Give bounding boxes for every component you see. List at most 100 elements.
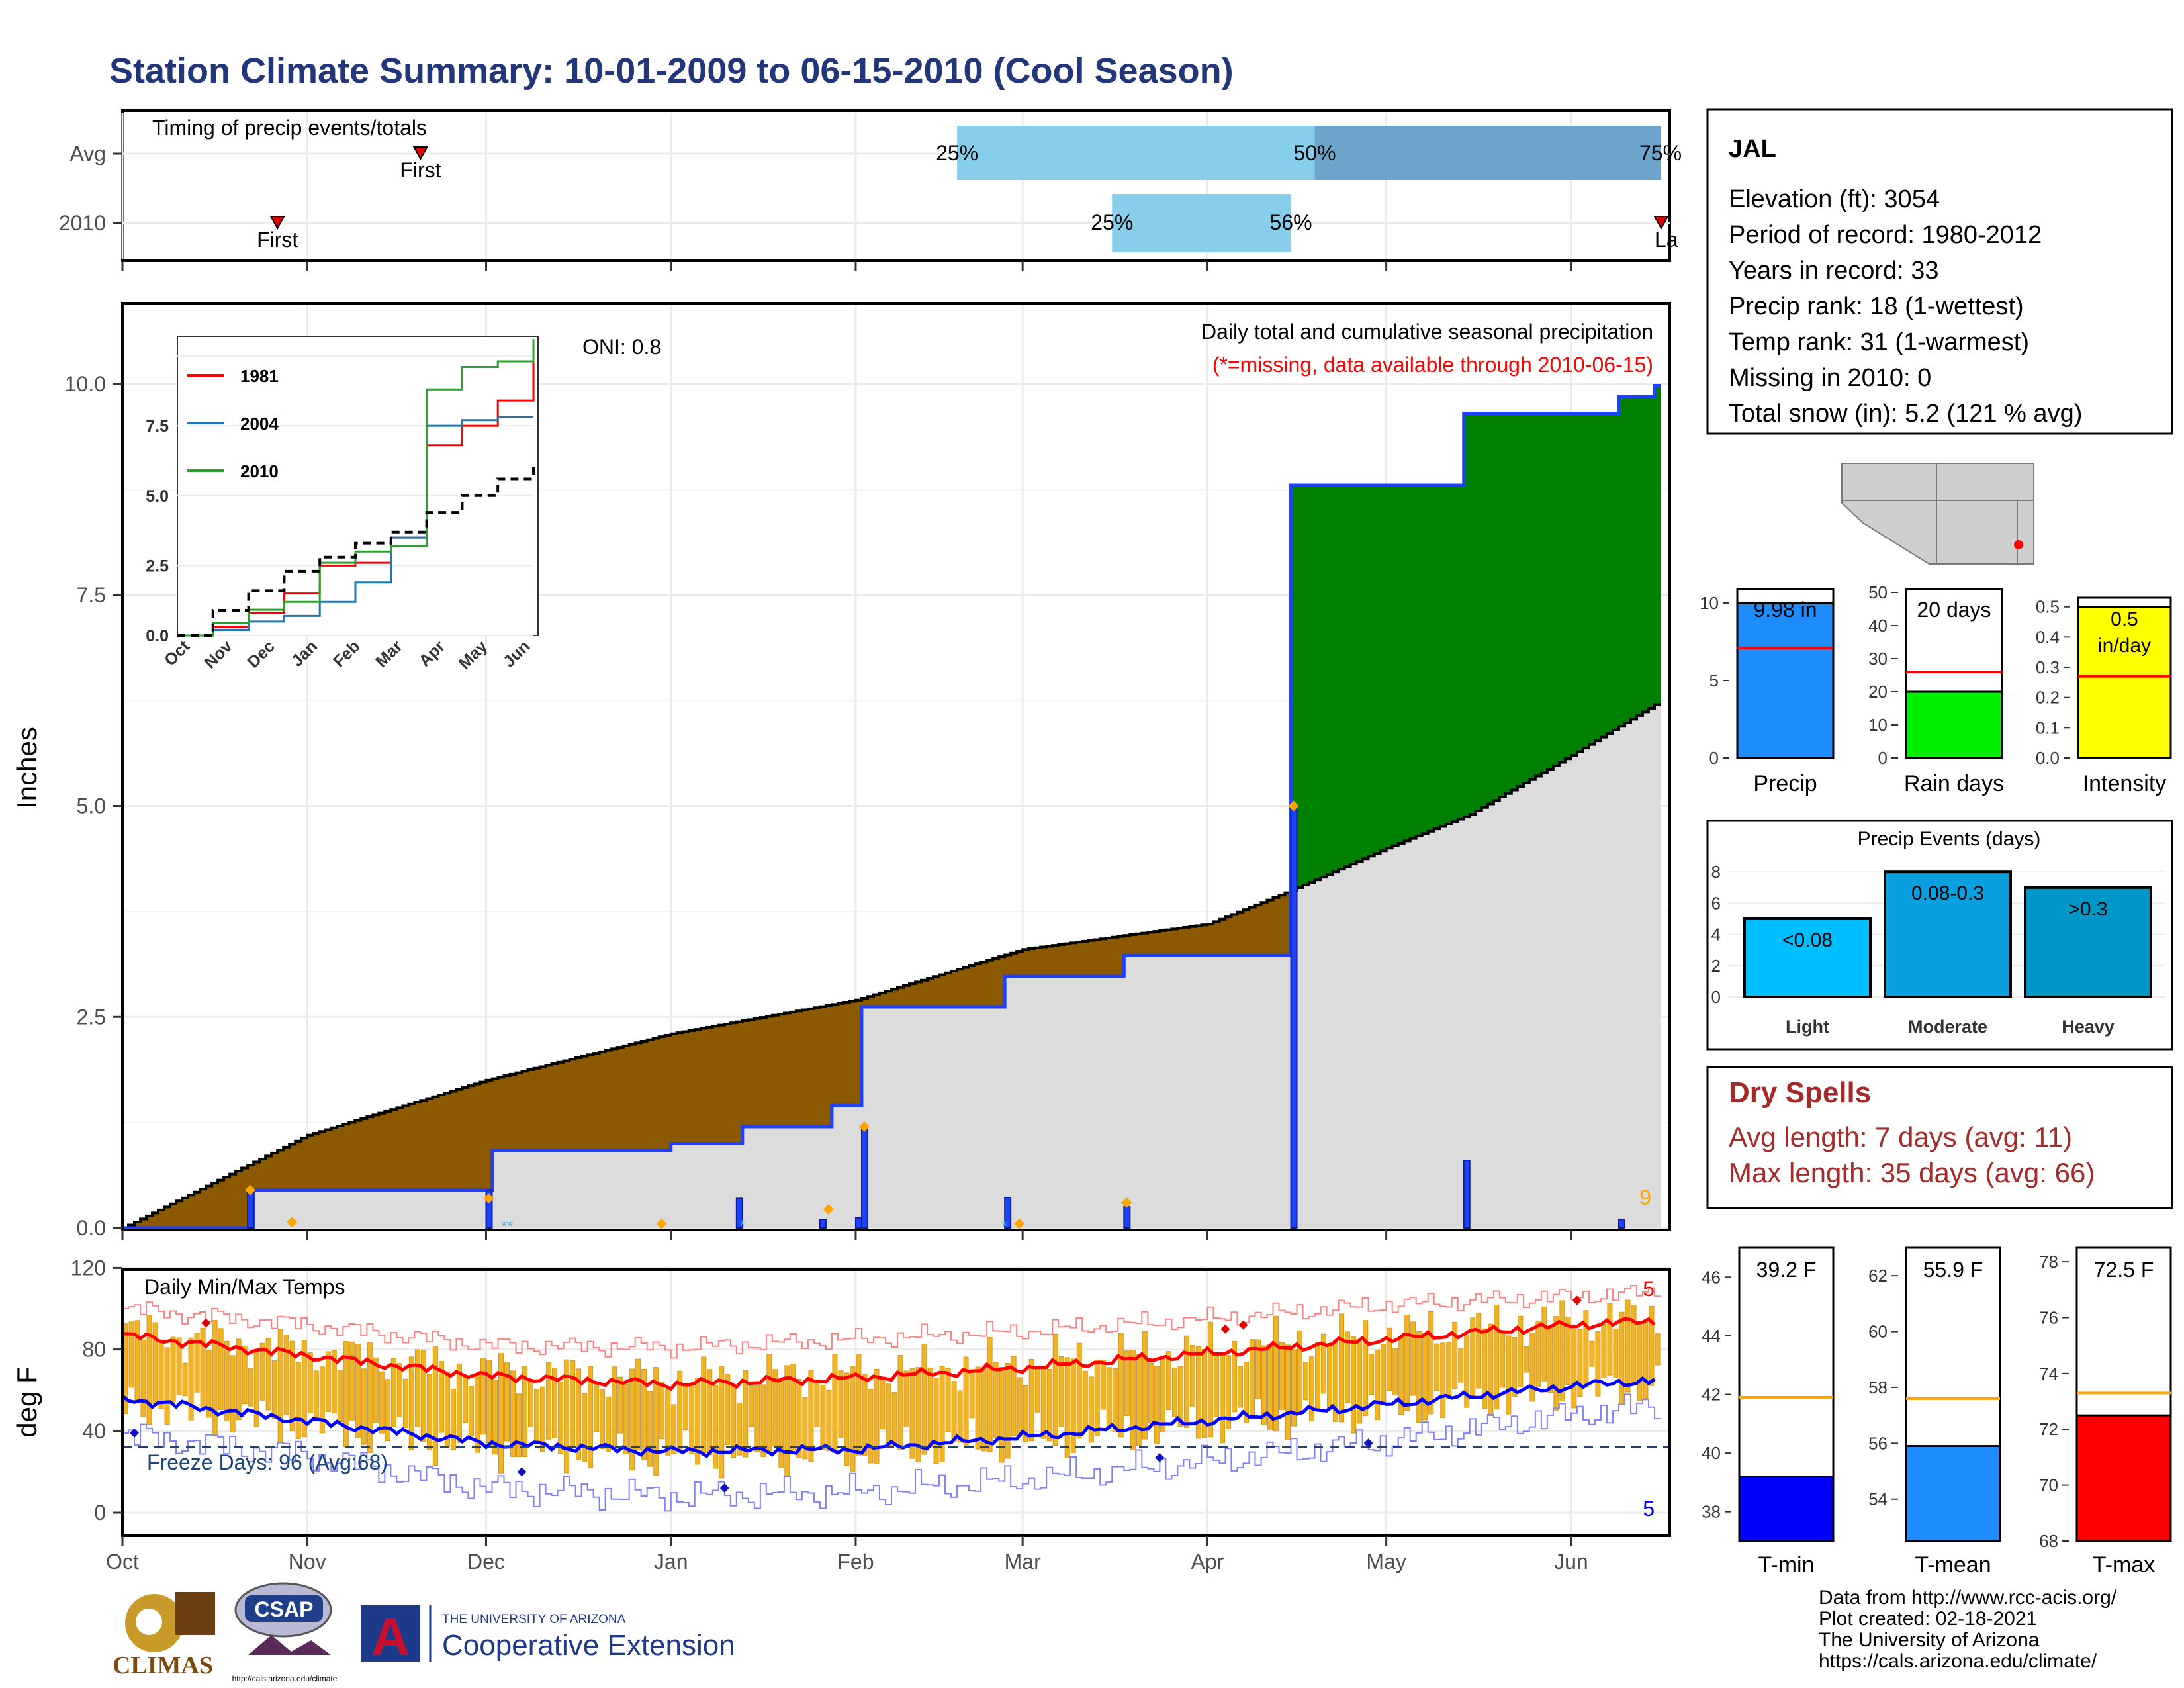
daily-temp-bar xyxy=(1273,1315,1279,1432)
missing-count: 9 xyxy=(1639,1186,1651,1209)
daily-temp-bar xyxy=(1422,1333,1428,1421)
temp-summary-value-label: 39.2 F xyxy=(1756,1258,1817,1282)
daily-temp-bar xyxy=(194,1333,200,1393)
daily-temp-bar xyxy=(1028,1358,1034,1442)
daily-temp-bar xyxy=(319,1366,325,1434)
cumulative-area xyxy=(122,704,1661,1228)
intensity-mini-value-label: 0.5 xyxy=(2111,608,2138,630)
daily-temp-bar xyxy=(390,1358,396,1427)
daily-temp-bar xyxy=(1345,1331,1351,1403)
intensity-mini-label: Intensity xyxy=(2083,771,2167,796)
daily-temp-bar xyxy=(212,1320,218,1435)
temperature-panel: Daily Min/Max Temps Freeze Days: 96 (Avg… xyxy=(11,1256,1671,1573)
daily-temp-bar xyxy=(1243,1362,1249,1423)
record-marker xyxy=(1363,1438,1373,1448)
daily-temp-bar xyxy=(1219,1354,1225,1444)
precip-mini: 0 5 10 9.98 in Precip xyxy=(1700,588,1835,796)
daily-temp-bar xyxy=(236,1338,242,1421)
daily-precip-bar xyxy=(1463,1160,1471,1229)
record-marker xyxy=(517,1467,527,1477)
daily-precip-bar xyxy=(735,1197,743,1229)
daily-temp-bar xyxy=(1482,1328,1488,1409)
daily-temp-bar xyxy=(462,1374,468,1423)
daily-temp-bar xyxy=(242,1345,248,1405)
average-min-line xyxy=(121,1376,1656,1458)
temp-y-tick-label: 40 xyxy=(82,1419,106,1443)
y2010-p50-p75-label: 56% xyxy=(1270,211,1312,234)
daily-temp-bar xyxy=(1571,1329,1577,1409)
temp-summary-tick-label: 74 xyxy=(2039,1364,2058,1383)
precip-y-axis: 0.0 2.5 5.0 7.5 10.0 xyxy=(65,372,122,1240)
daily-temp-bar xyxy=(277,1329,283,1442)
daily-temp-bar xyxy=(582,1393,588,1462)
intensity-mini-tick-label: 0.5 xyxy=(2036,597,2060,617)
temp-x-tick-label: Oct xyxy=(106,1550,139,1573)
daily-temp-bar xyxy=(850,1366,856,1472)
daily-temp-bar xyxy=(1524,1346,1529,1373)
temp-summary-tick-label: 70 xyxy=(2039,1476,2058,1495)
daily-temp-bar xyxy=(373,1357,379,1423)
daily-temp-bar xyxy=(1225,1355,1231,1430)
daily-temp-bar xyxy=(1082,1370,1088,1430)
daily-temp-bar xyxy=(1375,1350,1381,1421)
raindays-mini-label: Rain days xyxy=(1904,771,2004,796)
daily-temp-bar xyxy=(1428,1311,1434,1415)
ua-bottom-text: Cooperative Extension xyxy=(442,1629,735,1662)
snow-marker: * xyxy=(507,1217,513,1235)
raindays-mini-tick-label: 0 xyxy=(1878,748,1888,768)
daily-temp-bar xyxy=(927,1367,933,1448)
daily-temp-bar xyxy=(528,1381,534,1427)
daily-temp-bar xyxy=(1279,1342,1285,1410)
daily-temp-bar xyxy=(1261,1345,1267,1425)
daily-temp-bar xyxy=(1553,1316,1559,1411)
timing-row-avg-label: Avg xyxy=(69,142,106,165)
temp-summary-label: T-mean xyxy=(1915,1552,1991,1577)
climas-text: CLIMAS xyxy=(113,1652,213,1679)
inset-y-tick-label: 7.5 xyxy=(146,417,169,436)
precip-y-tick-label: 10.0 xyxy=(65,372,106,396)
max-missing-count: 5 xyxy=(1643,1277,1655,1301)
daily-temp-bar xyxy=(408,1356,414,1450)
snow-marker: * xyxy=(1001,1217,1007,1235)
daily-temp-bar xyxy=(206,1350,212,1418)
daily-temp-bar xyxy=(1076,1342,1082,1439)
daily-temp-bar xyxy=(1649,1305,1655,1386)
daily-temp-bar xyxy=(838,1370,844,1438)
daily-temp-bar xyxy=(349,1341,355,1421)
daily-average-marker xyxy=(656,1218,667,1229)
csap-logo: CSAP http://cals.arizona.edu/climate xyxy=(232,1582,338,1683)
daily-temp-bar xyxy=(283,1335,289,1415)
daily-temp-bar xyxy=(140,1339,146,1417)
temp-summary-tick-label: 62 xyxy=(1868,1266,1888,1286)
inset-lines xyxy=(177,339,535,637)
legend-2010: 2010 xyxy=(240,461,279,481)
freeze-days-label: Freeze Days: 96 (Avg:68) xyxy=(147,1450,388,1474)
daily-temp-bar xyxy=(1124,1350,1130,1417)
daily-temp-bar xyxy=(265,1338,271,1411)
y2010-last-marker xyxy=(1653,216,1669,230)
daily-temp-bar xyxy=(891,1392,897,1446)
temp-summary-tick-label: 56 xyxy=(1868,1433,1888,1453)
daily-temp-bar xyxy=(826,1389,832,1452)
daily-temp-bar xyxy=(617,1376,623,1434)
daily-temp-bar xyxy=(1392,1348,1398,1396)
daily-temp-bar xyxy=(1595,1331,1601,1397)
daily-temp-bar xyxy=(606,1397,612,1452)
temp-y-tick-label: 0 xyxy=(94,1501,106,1524)
daily-temp-bar xyxy=(1023,1385,1028,1442)
temp-summary-tick-label: 76 xyxy=(2039,1307,2058,1327)
temp-summary-value-label: 72.5 F xyxy=(2094,1258,2154,1282)
timing-row-2010-label: 2010 xyxy=(59,211,106,235)
daily-temp-bar xyxy=(969,1369,975,1419)
raindays-mini-tick-label: 30 xyxy=(1868,649,1888,669)
daily-temp-bar xyxy=(420,1350,426,1442)
daily-temp-bar xyxy=(1339,1313,1345,1423)
daily-temp-bar xyxy=(1094,1359,1100,1437)
csap-mountains xyxy=(248,1635,331,1655)
daily-temp-bar xyxy=(402,1378,408,1428)
daily-temp-bar xyxy=(659,1382,665,1440)
daily-temp-bar xyxy=(450,1389,456,1450)
precip-panel-frame xyxy=(121,302,1671,1231)
daily-temp-bar xyxy=(253,1352,259,1427)
daily-temp-bar xyxy=(1189,1344,1195,1407)
